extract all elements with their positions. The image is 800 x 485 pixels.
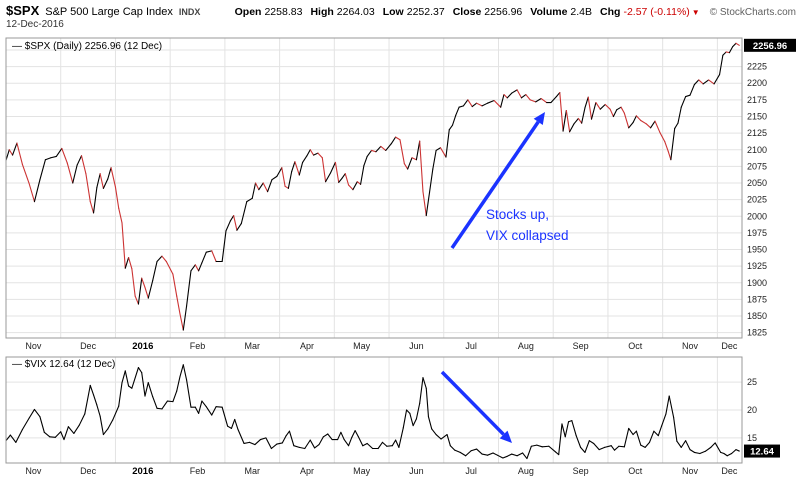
svg-text:2025: 2025	[747, 195, 767, 205]
x-axis-labels: Nov Dec 2016 Feb Mar Apr May Jun Jul Aug Sep Oct Nov…	[25, 341, 738, 352]
svg-text:Oct: Oct	[628, 341, 643, 351]
svg-text:2225: 2225	[747, 62, 767, 72]
svg-text:Apr: Apr	[300, 341, 314, 351]
plot-border	[5, 37, 743, 339]
svg-text:2075: 2075	[747, 161, 767, 171]
plot-border	[5, 356, 743, 464]
gridlines	[6, 357, 742, 463]
annotation-text: Stocks up, VIX collapsed	[486, 204, 569, 246]
svg-text:2175: 2175	[747, 95, 767, 105]
svg-text:Sep: Sep	[573, 466, 589, 476]
svg-text:1950: 1950	[747, 245, 767, 255]
vix-series-legend: — $VIX 12.64 (12 Dec)	[12, 359, 116, 370]
symbol-label: $SPX	[6, 3, 40, 18]
change-down-arrow-icon: ▼	[691, 8, 700, 17]
last-price-box	[744, 444, 780, 458]
svg-text:Mar: Mar	[244, 466, 260, 476]
svg-text:2016: 2016	[132, 341, 153, 352]
svg-text:Dec: Dec	[721, 466, 738, 476]
svg-text:2050: 2050	[747, 178, 767, 188]
svg-text:20: 20	[747, 405, 757, 415]
svg-text:1900: 1900	[747, 278, 767, 288]
svg-text:Jul: Jul	[465, 341, 477, 351]
svg-text:1975: 1975	[747, 228, 767, 238]
quote-open: Open 2258.83	[234, 6, 303, 18]
svg-text:Nov: Nov	[682, 466, 699, 476]
svg-text:1925: 1925	[747, 261, 767, 271]
svg-text:Feb: Feb	[190, 466, 206, 476]
svg-text:1875: 1875	[747, 294, 767, 304]
quote-high: High 2264.03	[310, 6, 375, 18]
svg-text:Mar: Mar	[244, 341, 260, 351]
annotation-arrow-down	[440, 370, 512, 443]
chart-header: $SPX S&P 500 Large Cap Index INDX Open 22…	[6, 3, 796, 18]
vix-line	[5, 364, 740, 460]
svg-text:Dec: Dec	[80, 466, 97, 476]
svg-text:2200: 2200	[747, 78, 767, 88]
svg-text:May: May	[353, 466, 371, 476]
svg-text:Jun: Jun	[409, 466, 424, 476]
y-axis-labels: 2225 2200 2175 2150 2125 2100 2075 2050 2025 2000…	[747, 62, 767, 338]
quote-summary: Open 2258.83 High 2264.03 Low 2252.37 Close…	[227, 6, 700, 18]
chart-date: 12-Dec-2016	[6, 19, 64, 30]
svg-text:Sep: Sep	[573, 341, 589, 351]
svg-text:1825: 1825	[747, 328, 767, 338]
svg-text:Nov: Nov	[25, 466, 42, 476]
quote-low: Low 2252.37	[382, 6, 445, 18]
copyright-label: © StockCharts.com	[709, 7, 796, 18]
svg-text:Oct: Oct	[628, 466, 643, 476]
svg-text:1850: 1850	[747, 311, 767, 321]
svg-text:Nov: Nov	[25, 341, 42, 351]
gridlines	[6, 38, 742, 338]
last-price-label: 12.64	[750, 447, 774, 458]
annotation-line1: Stocks up,	[486, 207, 550, 222]
svg-text:Aug: Aug	[518, 341, 534, 351]
svg-text:15: 15	[747, 433, 757, 443]
annotation-arrow-up	[450, 112, 545, 249]
svg-text:Feb: Feb	[190, 341, 206, 351]
svg-text:Dec: Dec	[721, 341, 738, 351]
y-axis-labels: 25 20 15	[747, 377, 757, 443]
spx-series-legend: — $SPX (Daily) 2256.96 (12 Dec)	[12, 41, 163, 52]
quote-change: Chg -2.57 (-0.11%) ▼	[600, 6, 700, 18]
svg-text:Aug: Aug	[518, 466, 534, 476]
svg-text:Jul: Jul	[465, 466, 477, 476]
x-axis-labels: Nov Dec 2016 Feb Mar Apr May Jun Jul Aug Sep Oct Nov…	[25, 466, 738, 477]
svg-text:Dec: Dec	[80, 341, 97, 351]
spx-price-chart: 2225 2200 2175 2150 2125 2100 2075 2050 2025 2000…	[5, 37, 796, 352]
svg-text:2150: 2150	[747, 111, 767, 121]
vix-chart: 25 20 15 Nov Dec 2016 Feb Mar Apr May Jun Jul Aug Sep…	[5, 356, 780, 477]
svg-text:Apr: Apr	[300, 466, 314, 476]
svg-text:2016: 2016	[132, 466, 153, 477]
spx-price-line	[5, 42, 740, 331]
exchange-label: INDX	[178, 7, 201, 17]
last-price-label: 2256.96	[753, 41, 787, 52]
svg-text:Nov: Nov	[682, 341, 699, 351]
svg-text:2100: 2100	[747, 145, 767, 155]
svg-text:2125: 2125	[747, 128, 767, 138]
svg-text:2000: 2000	[747, 211, 767, 221]
quote-volume: Volume 2.4B	[530, 6, 593, 18]
quote-close: Close 2256.96	[452, 6, 523, 18]
svg-text:Jun: Jun	[409, 341, 424, 351]
last-price-box	[744, 38, 796, 52]
svg-text:25: 25	[747, 377, 757, 387]
index-name: S&P 500 Large Cap Index	[45, 6, 173, 18]
annotation-line2: VIX collapsed	[486, 228, 569, 243]
svg-text:May: May	[353, 341, 371, 351]
